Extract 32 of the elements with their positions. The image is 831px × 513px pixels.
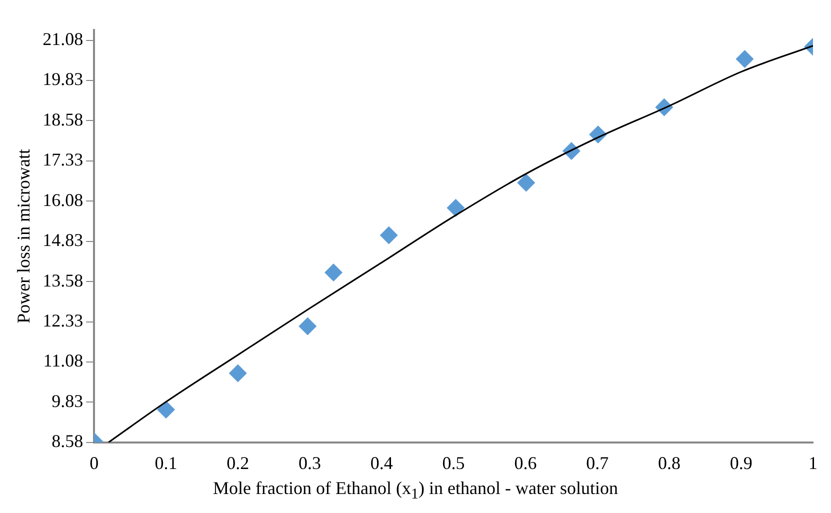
point — [517, 174, 536, 192]
x-tick-label: 0.1 — [154, 452, 178, 473]
point — [156, 400, 175, 419]
x-tick-label: 0.8 — [658, 452, 680, 473]
point — [324, 264, 342, 282]
x-tick-label: 1 — [808, 452, 818, 473]
point — [228, 364, 247, 382]
y-tick-label: 19.83 — [42, 69, 84, 90]
x-tick-label: 0.3 — [298, 452, 322, 473]
x-tick-label: 0.4 — [370, 452, 393, 473]
y-tick-label: 9.83 — [52, 390, 84, 411]
y-tick-label: 14.83 — [42, 230, 84, 250]
point — [736, 50, 754, 68]
point — [380, 226, 398, 244]
x-tick-label: 0.7 — [586, 452, 609, 473]
point — [446, 198, 465, 217]
y-tick-label: 16.08 — [42, 190, 84, 210]
x-tick-label: 0 — [90, 452, 99, 473]
point — [298, 317, 317, 336]
y-tick-label: 11.08 — [43, 350, 84, 371]
x-tick-label: 0.2 — [226, 452, 250, 473]
x-tick-label: 0.9 — [730, 452, 752, 473]
y-axis-title: Power loss in microwatt — [14, 148, 34, 324]
y-tick-label: 8.58 — [52, 431, 84, 452]
y-tick-label: 21.08 — [42, 29, 84, 50]
x-tick-label: 0.5 — [442, 452, 465, 473]
y-tick-label: 18.58 — [42, 109, 84, 130]
y-tick-label: 17.33 — [42, 150, 84, 170]
x-axis-title: Mole fraction of Ethanol (x$_{1}$) in ethanol - water solution — [212, 478, 619, 504]
y-tick-label: 13.58 — [42, 270, 84, 290]
y-tick-label: 12.33 — [42, 310, 84, 331]
x-tick-label: 0.6 — [514, 452, 537, 473]
